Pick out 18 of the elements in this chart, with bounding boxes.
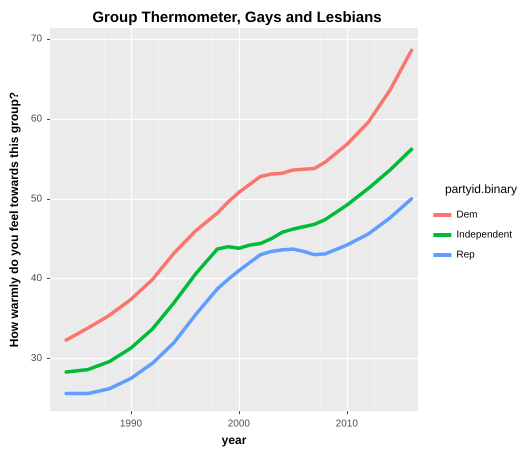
legend-title: partyid.binary	[444, 182, 518, 196]
line-series	[64, 48, 414, 342]
line-series	[64, 148, 414, 374]
x-axis-title: year	[222, 433, 247, 447]
x-tick-label: 1990	[120, 418, 143, 430]
y-tick-label: 50	[30, 193, 42, 204]
y-tick-label: 40	[30, 273, 42, 284]
legend-label: Rep	[456, 250, 476, 260]
x-tick-label: 2010	[336, 418, 358, 430]
y-tick-label: 70	[30, 34, 42, 45]
y-tick-label: 30	[30, 352, 42, 364]
chart-title: Group Thermometer, Gays and Lesbians	[92, 9, 382, 26]
legend-label: Dem	[456, 210, 478, 220]
line-series	[64, 197, 414, 396]
legend-label: Independent	[456, 230, 512, 240]
y-axis-title: How warmly do you feel towards this group?	[7, 92, 21, 348]
x-tick-label: 2000	[228, 418, 250, 430]
y-tick-label: 60	[30, 113, 42, 124]
